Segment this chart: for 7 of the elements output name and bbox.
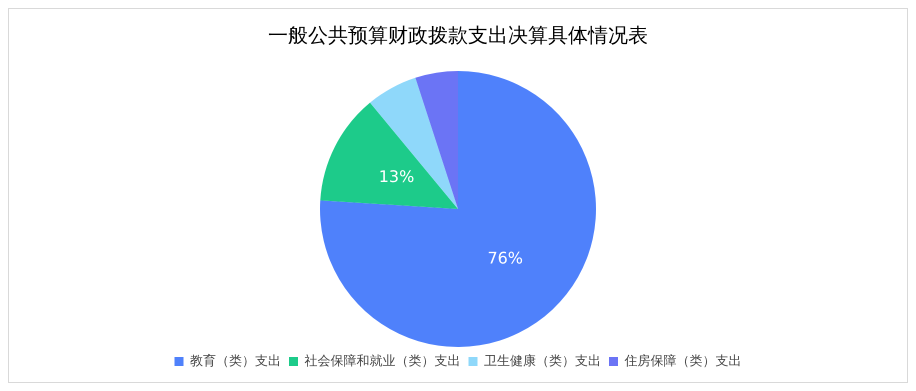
data-label: 76%	[487, 248, 524, 268]
legend-label: 住房保障（类）支出	[624, 352, 742, 369]
legend-label: 教育（类）支出	[190, 352, 281, 369]
legend-label: 卫生健康（类）支出	[484, 354, 601, 369]
data-label: 13%	[378, 166, 414, 186]
chart-title: 一般公共预算财政拨款支出决算具体情况表	[268, 23, 648, 48]
legend-label: 社会保障和就业（类）支出	[304, 354, 460, 369]
